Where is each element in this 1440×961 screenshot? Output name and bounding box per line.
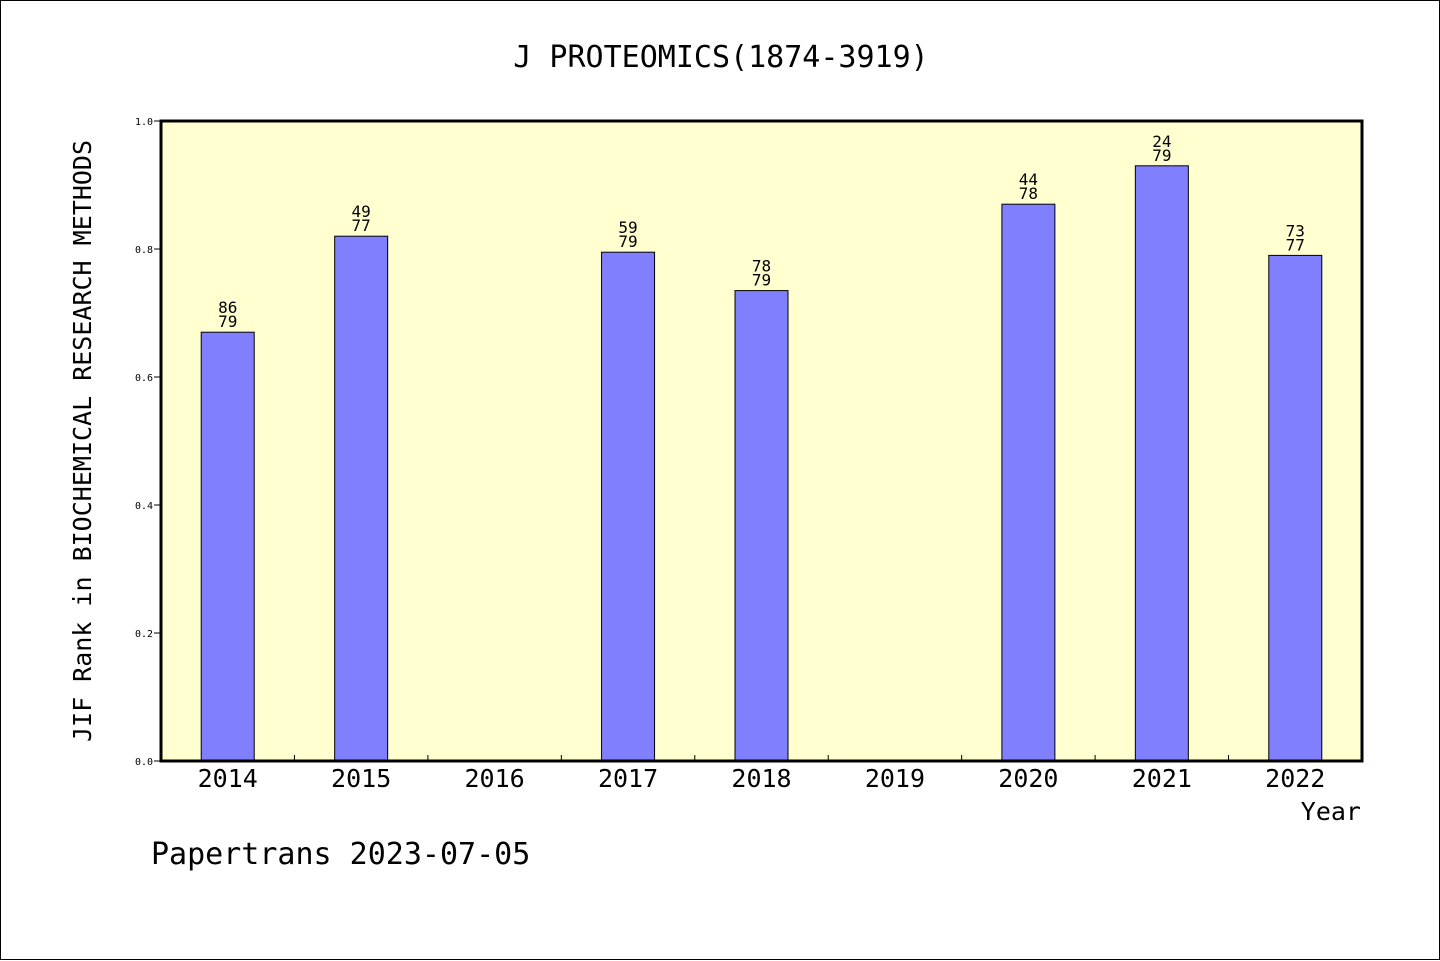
- footer-text: Papertrans 2023-07-05: [151, 837, 530, 872]
- bar-label-total: 79: [1152, 146, 1171, 165]
- bar-label-rank: 59: [618, 218, 637, 237]
- bar-label-rank: 73: [1286, 221, 1305, 240]
- bar-label-rank: 86: [218, 298, 237, 317]
- x-axis-label: Year: [1301, 797, 1361, 826]
- bar: [1001, 203, 1056, 762]
- bar: [200, 331, 255, 762]
- y-axis-ticks: 0.0 0.2 0.4 0.6 0.8 1.0: [135, 117, 161, 768]
- bar-label-total: 77: [1286, 235, 1305, 254]
- bar-label-rank: 44: [1019, 170, 1038, 189]
- bar-label-total: 79: [618, 232, 637, 251]
- x-axis-ticks: 2014 2015 2016 2017 2018 2019 2020 2021 2022: [198, 755, 1325, 793]
- x-tick-label: 2016: [465, 764, 525, 793]
- bar-label-total: 77: [352, 216, 371, 235]
- y-tick-label: 0.6: [135, 373, 153, 384]
- x-tick-label: 2017: [598, 764, 658, 793]
- x-tick-label: 2020: [998, 764, 1058, 793]
- x-tick-label: 2014: [198, 764, 258, 793]
- bar-label-total: 79: [752, 271, 771, 290]
- x-tick-label: 2021: [1132, 764, 1192, 793]
- bar: [334, 235, 389, 762]
- y-tick-label: 1.0: [135, 117, 153, 128]
- bar-label-rank: 24: [1152, 132, 1171, 151]
- x-tick-label: 2015: [331, 764, 391, 793]
- bar-label-total: 79: [218, 312, 237, 331]
- x-tick-label: 2018: [731, 764, 791, 793]
- x-tick-label: 2022: [1265, 764, 1325, 793]
- y-axis-label: JIF Rank in BIOCHEMICAL RESEARCH METHODS: [68, 140, 97, 742]
- bar: [1268, 254, 1323, 762]
- bar: [734, 290, 789, 762]
- plot-border: [159, 119, 1364, 763]
- y-tick-label: 0.2: [135, 629, 153, 640]
- bar-label-rank: 78: [752, 257, 771, 276]
- bar: [601, 251, 656, 762]
- y-tick-label: 0.8: [135, 245, 153, 256]
- bar-label-total: 78: [1019, 184, 1038, 203]
- chart-title: J PROTEOMICS(1874-3919): [513, 40, 928, 75]
- y-tick-label: 0.0: [135, 757, 153, 768]
- x-tick-label: 2019: [865, 764, 925, 793]
- bar-label-rank: 49: [352, 202, 371, 221]
- bar: [1134, 165, 1189, 762]
- y-tick-label: 0.4: [135, 501, 153, 512]
